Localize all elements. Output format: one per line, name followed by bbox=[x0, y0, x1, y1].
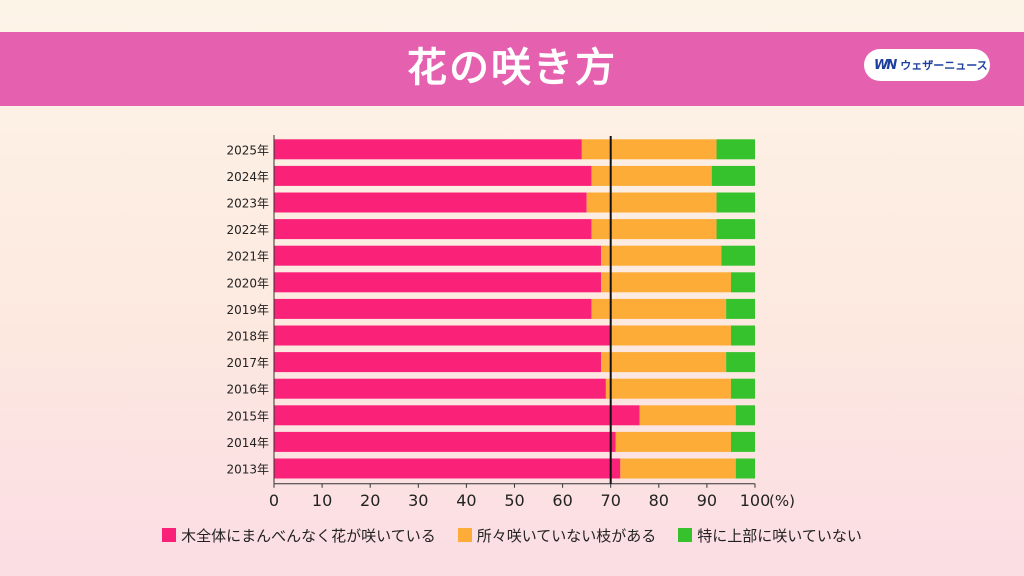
bar-segment bbox=[586, 192, 717, 213]
bar-segment bbox=[730, 431, 755, 452]
x-tick-label: 60 bbox=[552, 491, 572, 510]
brand-name: ウェザーニュース bbox=[900, 59, 988, 72]
x-tick-label: 80 bbox=[649, 491, 669, 510]
x-tick-label: 50 bbox=[504, 491, 524, 510]
x-tick-label: 0 bbox=[269, 491, 279, 510]
bar-segment bbox=[721, 245, 755, 266]
bar-segment bbox=[591, 298, 727, 319]
bar-segment bbox=[639, 405, 736, 426]
bar-segment bbox=[735, 458, 755, 479]
bar-segment bbox=[274, 219, 592, 240]
x-tick-label: 90 bbox=[697, 491, 717, 510]
brand-badge: WN ウェザーニュース bbox=[864, 49, 990, 81]
x-tick-label: 30 bbox=[408, 491, 428, 510]
bar-segment bbox=[274, 352, 602, 373]
bar-segment bbox=[591, 165, 712, 186]
x-tick-label: 20 bbox=[360, 491, 380, 510]
bar-segment bbox=[711, 165, 755, 186]
bar-segment bbox=[601, 272, 731, 293]
y-tick-label: 2021年 bbox=[226, 250, 269, 264]
bar-segment bbox=[274, 139, 582, 160]
brand-logo-icon: WN bbox=[874, 57, 897, 73]
y-tick-label: 2016年 bbox=[226, 383, 269, 397]
y-tick-label: 2018年 bbox=[226, 330, 269, 344]
bar-segment bbox=[591, 219, 717, 240]
bar-segment bbox=[274, 325, 611, 346]
bar-segment bbox=[730, 378, 755, 399]
x-tick-label: 70 bbox=[601, 491, 621, 510]
chart-legend: 木全体にまんべんなく花が咲いている 所々咲いていない枝がある 特に上部に咲いてい… bbox=[0, 524, 1024, 546]
bar-segment bbox=[610, 325, 731, 346]
bar-segment bbox=[726, 352, 755, 373]
bar-segment bbox=[274, 378, 606, 399]
legend-label-upper: 特に上部に咲いていない bbox=[697, 526, 862, 545]
bar-segment bbox=[274, 405, 640, 426]
bar-segment bbox=[274, 272, 602, 293]
y-tick-label: 2022年 bbox=[226, 223, 269, 237]
bar-segment bbox=[716, 219, 755, 240]
bar-segment bbox=[730, 325, 755, 346]
legend-swatch-full bbox=[162, 528, 177, 542]
bar-segment bbox=[605, 378, 731, 399]
legend-label-full: 木全体にまんべんなく花が咲いている bbox=[181, 526, 436, 545]
bar-segment bbox=[615, 431, 731, 452]
bar-segment bbox=[274, 245, 602, 266]
bar-segment bbox=[601, 352, 727, 373]
bar-segment bbox=[716, 192, 755, 213]
y-tick-label: 2015年 bbox=[226, 409, 269, 423]
bar-segment bbox=[620, 458, 736, 479]
bar-segment bbox=[274, 298, 592, 319]
y-tick-label: 2023年 bbox=[226, 197, 269, 211]
bar-segment bbox=[274, 192, 587, 213]
x-tick-label: 10 bbox=[312, 491, 332, 510]
legend-item-full: 木全体にまんべんなく花が咲いている bbox=[162, 525, 436, 546]
y-tick-label: 2017年 bbox=[226, 356, 269, 370]
y-tick-label: 2024年 bbox=[226, 170, 269, 184]
x-tick-label: 100 bbox=[740, 491, 771, 510]
legend-swatch-partial bbox=[457, 528, 472, 542]
bar-segment bbox=[716, 139, 755, 160]
title-banner: 花の咲き方 WN ウェザーニュース bbox=[0, 32, 1024, 106]
x-unit-label: (%) bbox=[769, 492, 795, 510]
y-tick-label: 2019年 bbox=[226, 303, 269, 317]
legend-item-upper: 特に上部に咲いていない bbox=[678, 525, 862, 546]
y-tick-label: 2020年 bbox=[226, 276, 269, 290]
y-tick-label: 2025年 bbox=[226, 143, 269, 157]
legend-item-partial: 所々咲いていない枝がある bbox=[457, 525, 657, 546]
y-tick-label: 2013年 bbox=[226, 463, 269, 477]
page-title: 花の咲き方 bbox=[407, 45, 617, 91]
bar-segment bbox=[274, 431, 616, 452]
bar-segment bbox=[726, 298, 755, 319]
y-tick-label: 2014年 bbox=[226, 436, 269, 450]
bar-segment bbox=[581, 139, 717, 160]
bar-segment bbox=[601, 245, 722, 266]
bar-segment bbox=[274, 165, 592, 186]
bar-segment bbox=[274, 458, 621, 479]
x-tick-label: 40 bbox=[456, 491, 476, 510]
bar-segment bbox=[730, 272, 755, 293]
legend-swatch-upper bbox=[678, 528, 693, 542]
legend-label-partial: 所々咲いていない枝がある bbox=[476, 526, 657, 545]
bar-segment bbox=[735, 405, 755, 426]
